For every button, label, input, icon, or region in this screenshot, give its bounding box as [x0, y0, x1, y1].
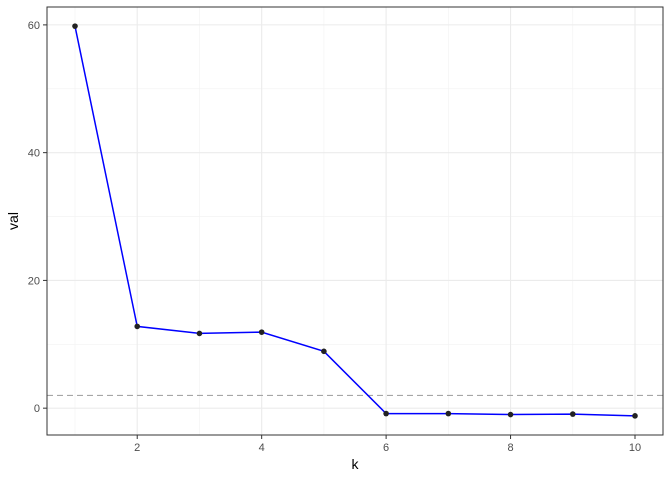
y-tick-label: 60	[28, 20, 40, 32]
data-point	[134, 323, 141, 330]
data-point	[321, 348, 327, 355]
x-tick-label: 6	[383, 442, 389, 454]
panel-background	[47, 7, 663, 435]
data-point	[569, 411, 576, 417]
data-point	[196, 330, 203, 337]
data-point	[507, 411, 514, 418]
data-point	[72, 23, 78, 29]
series-line	[74, 26, 636, 417]
data-point	[445, 410, 452, 417]
x-tick-label: 10	[629, 442, 641, 454]
y-tick-label: 20	[28, 275, 40, 287]
x-tick-label: 8	[507, 442, 513, 454]
data-point	[258, 329, 265, 335]
x-tick-label: 2	[134, 442, 140, 454]
y-tick-label: 0	[34, 403, 40, 415]
x-axis-label: k	[352, 456, 360, 472]
y-axis-label: val	[5, 212, 21, 230]
panel-border	[46, 6, 664, 436]
y-tick-label: 40	[28, 148, 40, 160]
x-tick-label: 4	[259, 442, 265, 454]
data-point	[383, 410, 389, 417]
data-point	[632, 413, 638, 419]
